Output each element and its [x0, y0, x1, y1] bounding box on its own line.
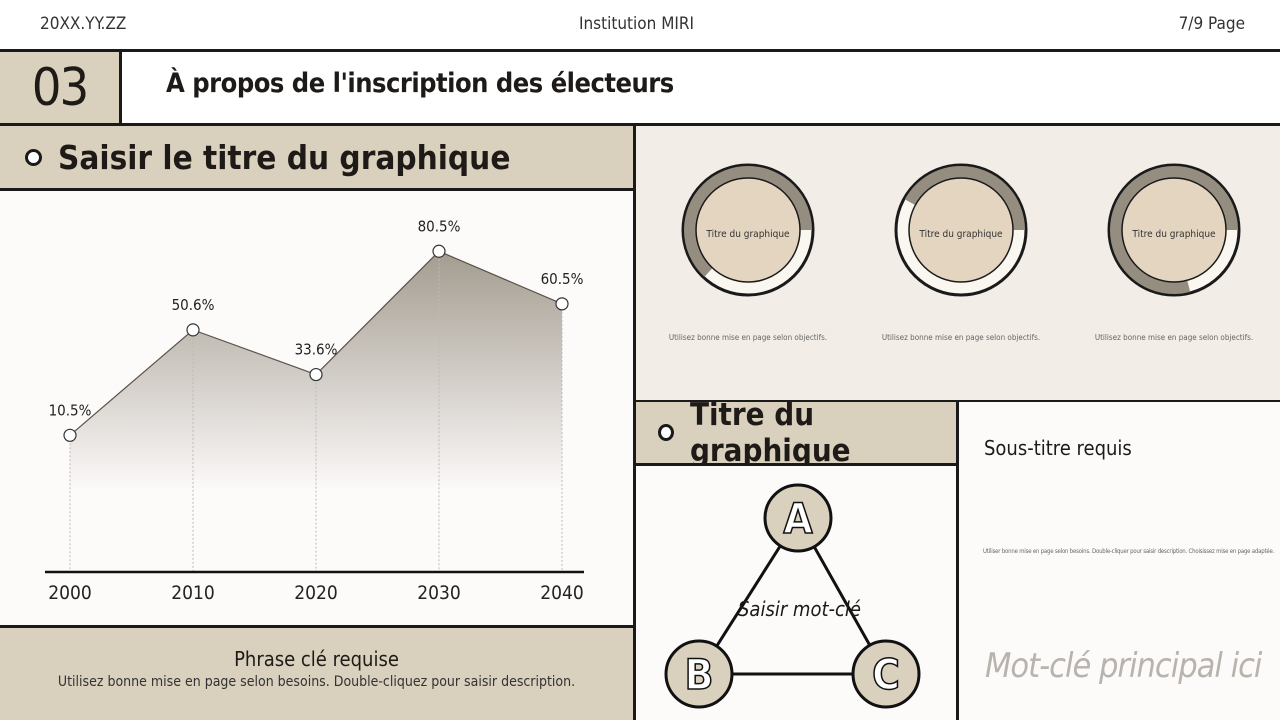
main-keyword: Mot-clé principal ici — [985, 646, 1262, 686]
diagram-node-label: A — [783, 494, 813, 543]
diagram-node-label: B — [685, 650, 714, 699]
data-label: 60.5% — [541, 270, 584, 288]
institution: Institution MIRI — [578, 14, 695, 34]
divider — [0, 188, 635, 191]
divider — [636, 463, 958, 466]
donut-chart: Titre du graphique — [681, 163, 815, 297]
page-title: À propos de l'inscription des électeurs — [166, 68, 674, 99]
donut-chart: Titre du graphique — [1107, 163, 1241, 297]
x-tick-label: 2010 — [171, 582, 215, 604]
divider — [0, 49, 1280, 52]
data-point — [63, 428, 77, 442]
key-phrase: Phrase clé requise — [234, 647, 399, 671]
donut-progress — [684, 166, 812, 294]
text-panel — [959, 402, 1280, 720]
page-number: 7/9 Page — [1178, 14, 1245, 34]
diagram-node — [763, 483, 833, 553]
divider — [633, 126, 636, 720]
divider — [0, 123, 1280, 126]
x-tick-label: 2040 — [540, 582, 584, 604]
diagram-section-header: Titre du graphique — [636, 397, 956, 469]
x-tick-label: 2000 — [48, 582, 92, 604]
divider — [0, 625, 635, 628]
donut-progress — [897, 166, 1025, 294]
data-point — [432, 244, 446, 258]
divider — [119, 52, 122, 123]
section-number: 03 — [0, 52, 119, 123]
diagram-keyword: Saisir mot-clé — [738, 597, 861, 621]
diagram-section-title: Titre du graphique — [689, 396, 851, 469]
x-tick-label: 2030 — [417, 582, 461, 604]
diagram-node-label: C — [872, 650, 900, 699]
donut-caption: Utilisez bonne mise en page selon object… — [668, 333, 828, 342]
x-tick-label: 2020 — [294, 582, 338, 604]
chart-section-header: Saisir le titre du graphique — [0, 126, 633, 188]
key-phrase-panel: Phrase clé requise Utilisez bonne mise e… — [0, 628, 633, 720]
area-chart: 10.5% 2000 50.6% 2010 33.6% 2020 80.5% 2030 60.5… — [45, 217, 584, 604]
donut-caption: Utilisez bonne mise en page selon object… — [1094, 333, 1254, 342]
donut-chart: Titre du graphique — [894, 163, 1028, 297]
data-label: 50.6% — [172, 296, 215, 314]
divider — [636, 400, 1280, 402]
donut-label: Titre du graphique — [1131, 229, 1216, 240]
triangle-diagram: A B C — [664, 483, 921, 709]
data-point — [309, 367, 323, 382]
donut-progress — [1110, 166, 1238, 294]
donut-label: Titre du graphique — [918, 229, 1003, 240]
diagram-node — [851, 639, 921, 709]
donut-label: Titre du graphique — [705, 229, 790, 240]
chart-section-title: Saisir le titre du graphique — [58, 137, 511, 177]
bullet-icon — [658, 424, 674, 441]
data-point — [555, 297, 569, 311]
text-description: Utiliser bonne mise en page selon besoin… — [983, 548, 1275, 555]
triangle-edges — [696, 515, 889, 676]
data-point — [186, 323, 200, 337]
date: 20XX.YY.ZZ — [40, 14, 127, 34]
key-phrase-description: Utilisez bonne mise en page selon besoin… — [57, 674, 576, 690]
data-label: 10.5% — [49, 401, 92, 419]
donut-caption: Utilisez bonne mise en page selon object… — [881, 333, 1041, 342]
bullet-icon — [25, 148, 42, 166]
diagram-node — [664, 639, 734, 709]
subtitle: Sous-titre requis — [984, 436, 1132, 460]
data-label: 33.6% — [295, 341, 338, 359]
data-label: 80.5% — [418, 217, 461, 235]
divider — [956, 402, 959, 720]
